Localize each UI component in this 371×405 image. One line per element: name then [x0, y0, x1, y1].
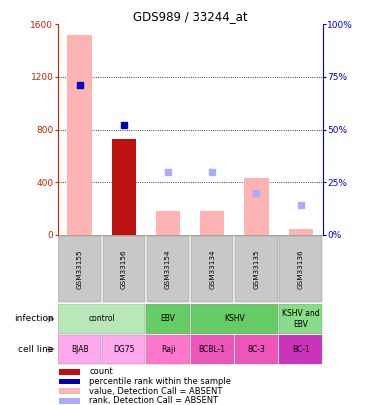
Bar — [235, 236, 278, 303]
Text: KSHV: KSHV — [224, 314, 245, 324]
Bar — [147, 305, 190, 334]
Bar — [58, 305, 145, 334]
Text: count: count — [89, 367, 113, 376]
Text: EBV: EBV — [161, 314, 175, 324]
Bar — [279, 305, 322, 334]
Text: BJAB: BJAB — [71, 345, 88, 354]
Text: BC-3: BC-3 — [247, 345, 265, 354]
Text: GSM33135: GSM33135 — [253, 249, 259, 289]
Text: DG75: DG75 — [113, 345, 135, 354]
Text: BCBL-1: BCBL-1 — [199, 345, 226, 354]
Bar — [68, 35, 92, 235]
Text: GSM33155: GSM33155 — [76, 249, 83, 289]
Bar — [156, 211, 180, 235]
Title: GDS989 / 33244_at: GDS989 / 33244_at — [133, 10, 247, 23]
Bar — [191, 305, 278, 334]
Text: cell line: cell line — [19, 345, 54, 354]
Bar — [59, 379, 80, 384]
Text: percentile rank within the sample: percentile rank within the sample — [89, 377, 231, 386]
Text: rank, Detection Call = ABSENT: rank, Detection Call = ABSENT — [89, 396, 218, 405]
Text: value, Detection Call = ABSENT: value, Detection Call = ABSENT — [89, 387, 223, 396]
Bar — [102, 335, 145, 364]
Bar — [58, 335, 101, 364]
Bar — [191, 236, 233, 303]
Text: BC-1: BC-1 — [292, 345, 309, 354]
Text: Raji: Raji — [161, 345, 175, 354]
Text: KSHV and
EBV: KSHV and EBV — [282, 309, 319, 328]
Bar — [59, 398, 80, 404]
Bar — [59, 388, 80, 394]
Bar — [112, 139, 136, 235]
Bar — [235, 335, 278, 364]
Bar — [59, 369, 80, 375]
Text: infection: infection — [14, 314, 54, 324]
Bar — [279, 236, 322, 303]
Text: GSM33154: GSM33154 — [165, 249, 171, 289]
Bar — [279, 335, 322, 364]
Text: GSM33134: GSM33134 — [209, 249, 215, 289]
Text: GSM33156: GSM33156 — [121, 249, 127, 289]
Text: GSM33136: GSM33136 — [298, 249, 304, 289]
Bar — [289, 229, 313, 235]
Bar — [200, 211, 224, 235]
Bar — [58, 236, 101, 303]
Bar — [244, 178, 269, 235]
Bar — [103, 236, 145, 303]
Text: control: control — [88, 314, 115, 324]
Bar — [191, 335, 234, 364]
Bar — [147, 236, 189, 303]
Bar — [147, 335, 190, 364]
